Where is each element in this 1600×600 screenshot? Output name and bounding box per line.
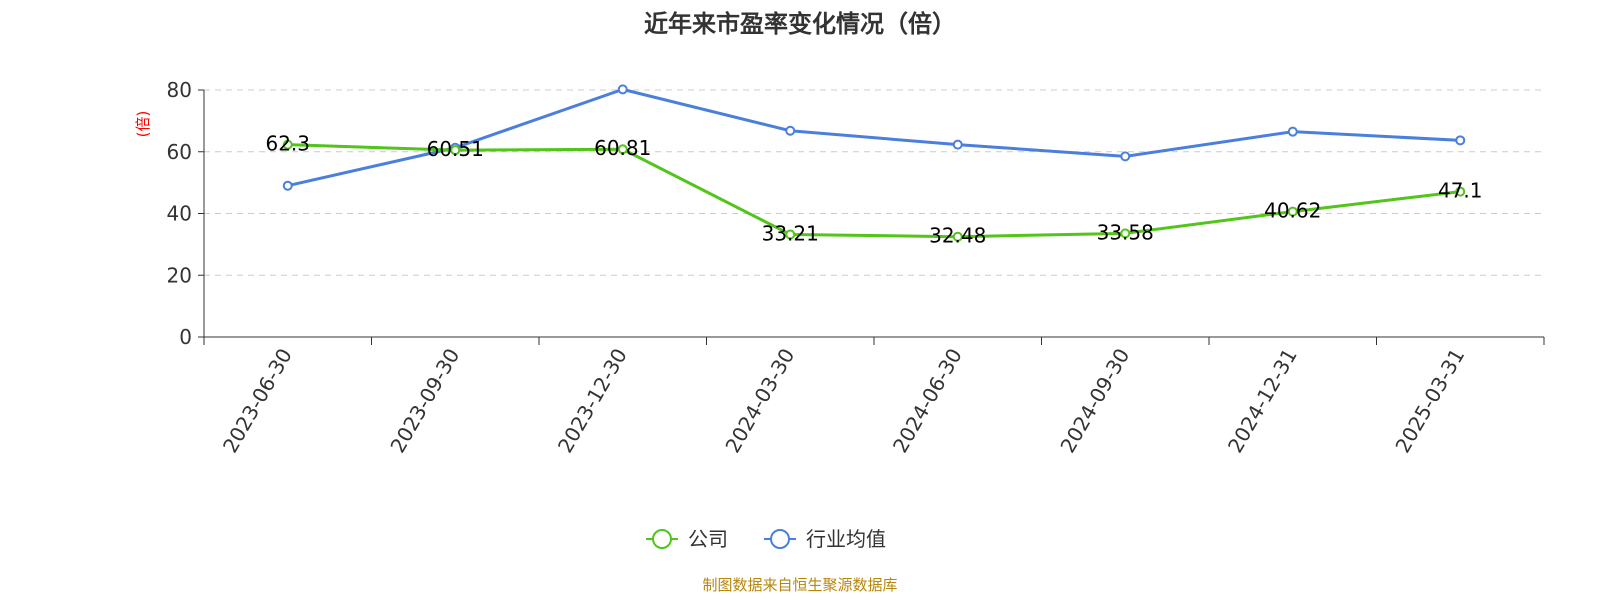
x-tick-label: 2024-06-30 <box>888 344 967 457</box>
data-point[interactable] <box>1120 151 1131 162</box>
data-point[interactable] <box>282 139 293 150</box>
data-label: 62.3 <box>265 132 310 156</box>
x-tick-label: 2023-12-30 <box>553 344 632 457</box>
y-tick-label: 60 <box>167 140 192 164</box>
data-point[interactable] <box>785 125 796 136</box>
legend[interactable]: 公司 行业均值 <box>646 527 886 551</box>
data-label: 47.1 <box>1438 179 1483 203</box>
data-label: 40.62 <box>1264 199 1321 223</box>
data-label: 60.81 <box>594 136 651 160</box>
series-line-1 <box>287 87 1461 188</box>
series-line-0 <box>287 143 1461 239</box>
y-tick-label: 40 <box>167 202 192 226</box>
data-point[interactable] <box>450 145 461 156</box>
data-point[interactable] <box>617 84 628 95</box>
x-tick-label: 2023-06-30 <box>218 344 297 457</box>
series <box>282 84 1466 242</box>
data-point[interactable] <box>1455 135 1466 146</box>
source-note: 制图数据来自恒生聚源数据库 <box>702 576 897 594</box>
data-point[interactable] <box>952 139 963 150</box>
y-tick-label: 80 <box>167 78 192 102</box>
legend-item[interactable]: 公司 <box>646 527 728 551</box>
data-point[interactable] <box>1287 126 1298 137</box>
data-point[interactable] <box>1455 186 1466 197</box>
data-label: 60.51 <box>427 137 484 161</box>
legend-label: 行业均值 <box>806 527 886 551</box>
legend-label: 公司 <box>688 527 728 551</box>
x-tick-label: 2025-03-31 <box>1390 344 1469 457</box>
data-label: 32.48 <box>929 224 986 248</box>
data-point[interactable] <box>785 229 796 240</box>
data-labels: 62.3 60.51 60.81 33.21 32.48 33.58 40.62 47.1 <box>265 132 1482 248</box>
chart-title: 近年来市盈率变化情况（倍） <box>644 10 956 38</box>
x-tick-label: 2024-09-30 <box>1055 344 1134 457</box>
gridlines <box>204 89 1544 276</box>
y-axis-label: (倍) <box>134 111 152 138</box>
legend-marker <box>770 529 790 549</box>
data-label: 33.21 <box>762 221 819 245</box>
data-point[interactable] <box>1120 228 1131 239</box>
x-tick-label: 2024-12-31 <box>1223 344 1302 457</box>
legend-marker <box>652 529 672 549</box>
legend-item[interactable]: 行业均值 <box>764 527 886 551</box>
x-tick-label: 2024-03-30 <box>720 344 799 457</box>
y-tick-label: 0 <box>179 325 192 349</box>
data-point[interactable] <box>952 231 963 242</box>
data-point[interactable] <box>617 144 628 155</box>
x-tick-label: 2023-09-30 <box>385 344 464 457</box>
data-label: 33.58 <box>1097 220 1154 244</box>
data-point[interactable] <box>1287 206 1298 217</box>
y-tick-label: 20 <box>167 263 192 287</box>
data-point[interactable] <box>282 180 293 191</box>
